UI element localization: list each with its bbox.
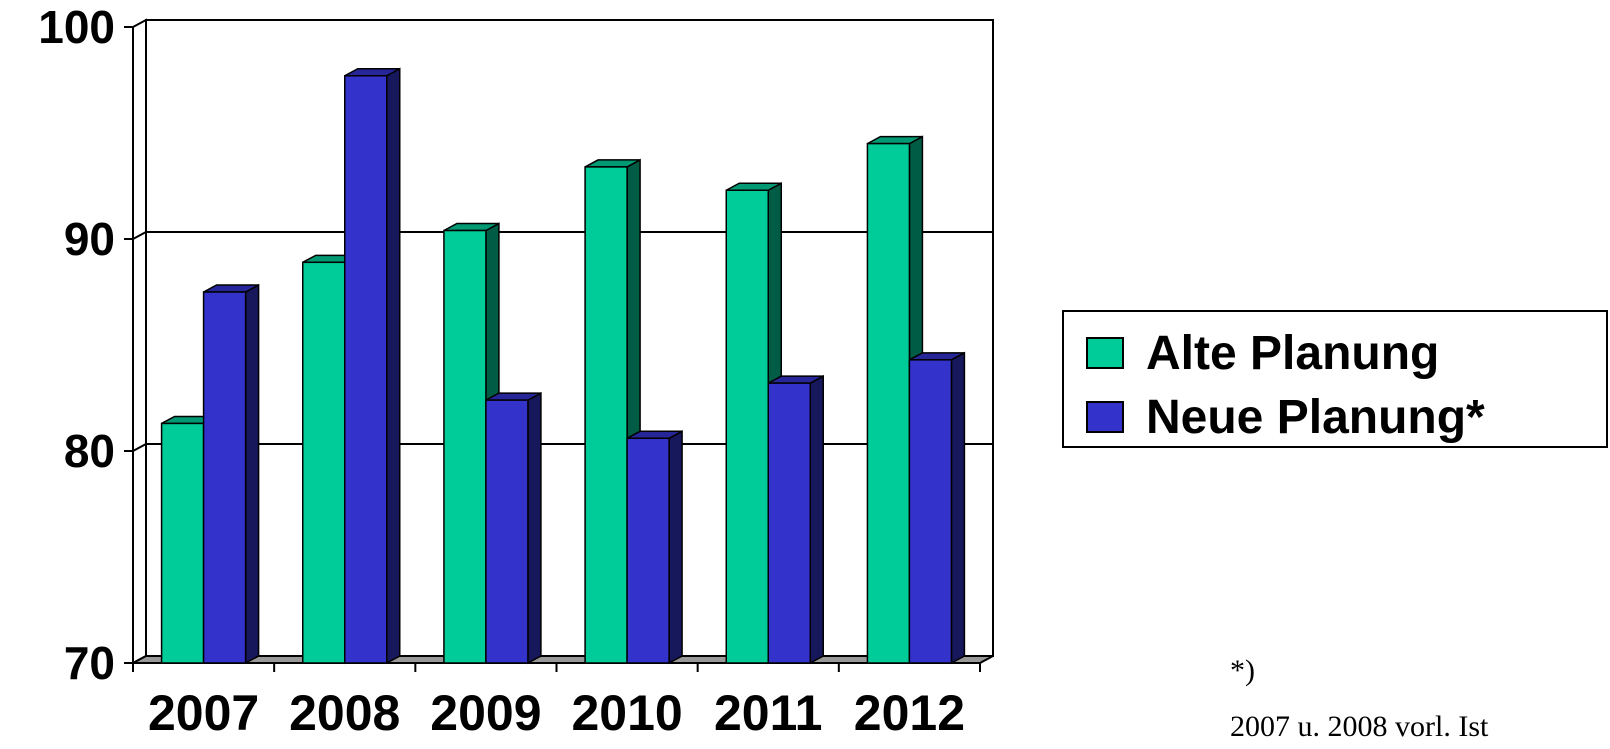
bar-neue-planung-2007 — [202, 291, 247, 664]
bar-neue-planung-2012 — [908, 359, 953, 664]
bar-neue-planung-2010-side — [668, 430, 683, 665]
bar-alte-planung-2012 — [866, 142, 911, 664]
legend-swatch-neue-planung — [1086, 401, 1124, 433]
y-tick-label: 80 — [64, 425, 115, 477]
y-tick-label: 90 — [64, 213, 115, 265]
bar-alte-planung-2010 — [584, 166, 628, 664]
legend-label-alte-planung: Alte Planung — [1146, 326, 1440, 380]
bar-neue-planung-2009-side — [527, 391, 542, 665]
footnote-mark: *) — [1230, 654, 1255, 687]
x-tick-label: 2011 — [714, 685, 822, 741]
x-tick-label: 2009 — [430, 685, 541, 741]
bar-alte-planung-2007 — [160, 422, 205, 664]
y-tick-label: 100 — [38, 1, 115, 53]
bar-neue-planung-2009 — [485, 399, 529, 664]
bar-neue-planung-2008 — [344, 75, 388, 664]
legend-item-alte-planung: Alte Planung — [1086, 326, 1440, 380]
side-wall — [132, 18, 147, 665]
bar-neue-planung-2011 — [767, 382, 811, 664]
x-tick-label: 2007 — [148, 685, 259, 741]
gridline-side — [132, 443, 147, 452]
y-tick-label: 70 — [64, 637, 115, 689]
bar-neue-planung-2008-side — [386, 67, 401, 665]
legend-label-neue-planung: Neue Planung* — [1146, 390, 1485, 444]
bar-alte-planung-2008 — [302, 261, 346, 664]
bar-alte-planung-2009 — [443, 229, 487, 664]
x-tick-label: 2008 — [289, 685, 400, 741]
bar-alte-planung-2011 — [725, 189, 769, 664]
floor — [132, 655, 994, 664]
footnote-text: 2007 u. 2008 vorl. Ist — [1230, 710, 1489, 743]
legend-swatch-alte-planung — [1086, 337, 1124, 369]
legend-item-neue-planung: Neue Planung* — [1086, 390, 1485, 444]
x-tick-label: 2010 — [571, 685, 682, 741]
x-tick-label: 2012 — [854, 685, 965, 741]
back-wall — [145, 19, 994, 657]
legend: Alte Planung Neue Planung* — [1062, 310, 1608, 448]
gridline-side — [132, 231, 147, 240]
bar-neue-planung-2011-side — [809, 374, 824, 665]
bar-neue-planung-2007-side — [244, 283, 260, 665]
bar-neue-planung-2012-side — [950, 351, 966, 665]
bar-neue-planung-2010 — [626, 437, 670, 664]
